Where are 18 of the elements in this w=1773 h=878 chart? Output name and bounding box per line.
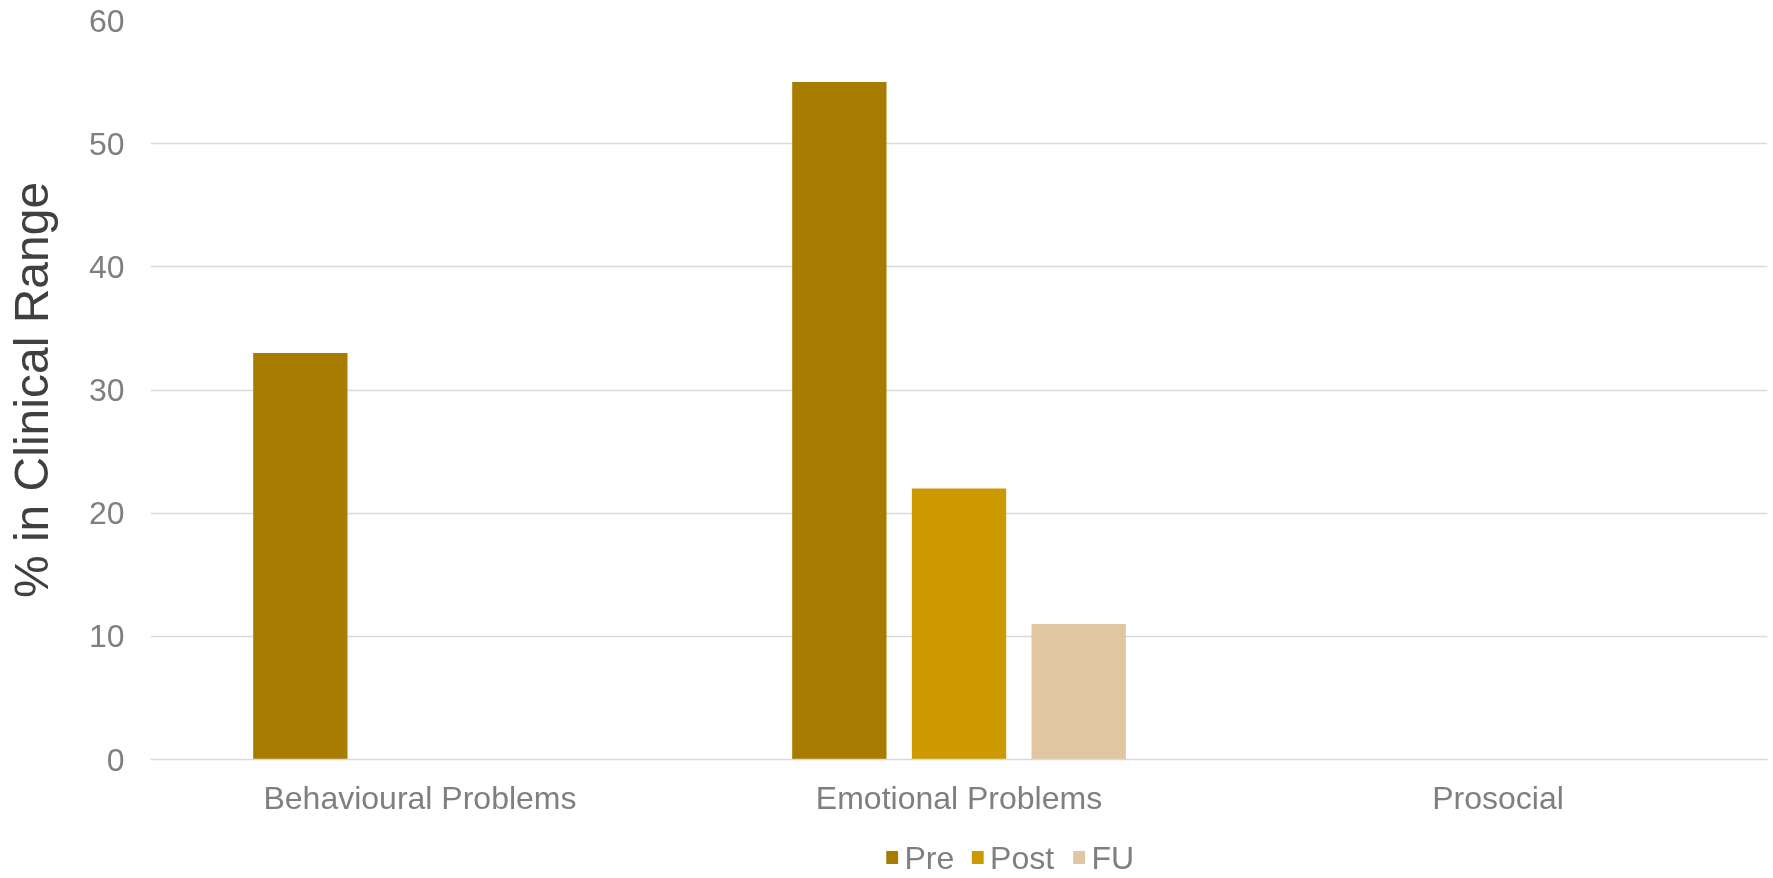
bar: [911, 488, 1007, 760]
y-tick-label: 50: [88, 125, 125, 162]
legend-label: Post: [990, 839, 1055, 876]
bar: [253, 353, 348, 760]
legend-label: Pre: [904, 839, 955, 876]
bar: [792, 82, 887, 760]
x-tick-label: Behavioural Problems: [263, 779, 577, 816]
y-tick-label: 10: [88, 618, 125, 655]
bar: [1031, 624, 1126, 760]
x-tick-label: Emotional Problems: [815, 779, 1103, 816]
y-tick-label: 40: [88, 248, 125, 285]
y-axis-title: % in Clinical Range: [4, 181, 58, 599]
legend-label: FU: [1091, 839, 1135, 876]
y-tick-label: 20: [88, 495, 125, 532]
y-tick-label: 60: [88, 2, 125, 39]
y-tick-label: 0: [106, 741, 125, 778]
y-tick-label: 30: [88, 372, 125, 408]
x-tick-label: Prosocial: [1432, 779, 1564, 816]
